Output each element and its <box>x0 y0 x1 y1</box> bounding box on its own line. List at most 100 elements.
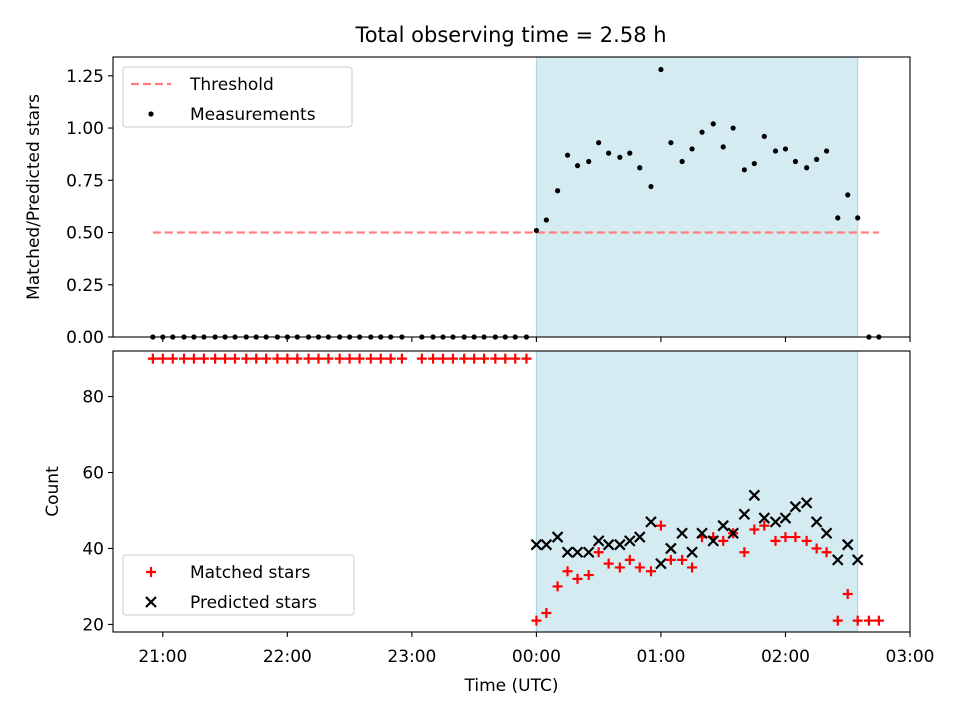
top-panel: 0.00 0.25 0.50 0.75 1.00 1.25 Matched/Predicte… <box>24 56 911 348</box>
x-tick-label: 23:00 <box>387 647 436 667</box>
matched-star-point <box>655 520 666 531</box>
matched-star-point <box>469 353 480 364</box>
matched-star-point <box>241 353 252 364</box>
predicted-star-point <box>561 546 574 559</box>
predicted-star-point <box>633 531 646 543</box>
matched-star-point <box>210 353 221 364</box>
matched-star-point <box>323 353 334 364</box>
matched-star-point <box>614 562 625 573</box>
predicted-star-point <box>614 538 626 551</box>
predicted-star-point <box>779 512 792 524</box>
predicted-star-point <box>530 538 543 551</box>
measurement-point <box>554 188 561 194</box>
measurement-point <box>782 146 789 152</box>
matched-star-point <box>459 353 470 364</box>
matched-star-point <box>438 353 449 364</box>
measurement-point <box>855 215 861 221</box>
measurement-point <box>710 121 716 127</box>
matched-star-point <box>521 353 532 364</box>
y-tick-label: 1.25 <box>66 67 104 87</box>
legend-label: Measurements <box>190 105 316 125</box>
y-axis-label: Count <box>43 466 63 517</box>
predicted-star-point <box>645 516 657 528</box>
plot-frame <box>112 350 911 633</box>
matched-star-point <box>811 543 822 554</box>
matched-star-point <box>593 547 604 558</box>
matched-star-point <box>292 353 303 364</box>
measurement-point <box>823 148 830 154</box>
matched-star-point <box>344 353 355 364</box>
measurement-point <box>814 156 820 162</box>
matched-star-point <box>178 353 189 364</box>
measurement-point <box>533 227 540 234</box>
y-tick-label: 60 <box>82 464 104 484</box>
legend: Threshold Measurements <box>122 66 353 128</box>
measurement-point <box>689 146 695 152</box>
predicted-star-point <box>571 546 584 559</box>
matched-star-point <box>665 554 676 565</box>
measurement-point <box>574 163 581 169</box>
measurement-point <box>617 154 623 160</box>
matched-star-point <box>220 353 231 364</box>
legend-matched-swatch <box>146 567 156 577</box>
y-tick-label: 1.00 <box>66 119 104 139</box>
predicted-star-point <box>789 500 802 513</box>
predicted-star-point <box>665 542 677 555</box>
matched-star-point <box>303 353 314 364</box>
y-tick-label: 80 <box>82 388 104 408</box>
predicted-star-point <box>686 546 698 559</box>
matched-star-point <box>282 353 293 364</box>
matched-star-point <box>188 353 199 364</box>
predicted-star-point <box>820 527 833 540</box>
matched-star-point <box>603 558 614 569</box>
matched-star-point <box>354 353 365 364</box>
matched-star-point <box>198 353 209 364</box>
matched-star-point <box>531 615 542 626</box>
predicted-star-point <box>738 508 751 521</box>
matched-star-point <box>780 532 791 543</box>
x-tick-label: 03:00 <box>886 647 935 667</box>
y-axis-label: Matched/Predicted stars <box>24 94 44 300</box>
matched-star-point <box>313 353 324 364</box>
matched-star-point <box>749 524 760 535</box>
y-tick-label: 40 <box>82 539 104 559</box>
matched-star-point <box>251 353 262 364</box>
measurement-point <box>606 150 612 156</box>
predicted-star-point <box>655 557 667 570</box>
predicted-star-point <box>602 538 615 551</box>
matched-star-point <box>821 547 832 558</box>
matched-star-point <box>634 562 645 573</box>
predicted-star-point <box>582 546 595 559</box>
matched-star-point <box>687 562 698 573</box>
predicted-star-point <box>551 531 564 543</box>
matched-star-point <box>863 615 874 626</box>
matched-star-point <box>416 353 427 364</box>
x-tick-label: 00:00 <box>512 647 561 667</box>
matched-star-point <box>562 566 573 577</box>
x-tick-label: 22:00 <box>263 647 312 667</box>
matched-star-point <box>759 520 770 531</box>
predicted-star-point <box>769 516 782 528</box>
x-tick-label: 02:00 <box>761 647 810 667</box>
matched-star-point <box>385 353 396 364</box>
measurement-point <box>741 167 747 173</box>
matched-star-point <box>718 535 729 546</box>
matched-star-point <box>739 547 750 558</box>
matched-star-point <box>428 353 439 364</box>
predicted-star-point <box>696 527 708 540</box>
matched-star-point <box>873 615 884 626</box>
predicted-star-point <box>841 538 854 551</box>
measurement-point <box>845 192 851 198</box>
x-axis-label: Time (UTC) <box>464 676 559 696</box>
matched-star-point <box>842 589 853 600</box>
predicted-star-point <box>810 516 823 528</box>
measurement-point <box>835 215 841 221</box>
matched-star-point <box>790 532 801 543</box>
measurement-point <box>543 217 549 223</box>
measurement-point <box>751 160 757 167</box>
matched-star-point <box>552 581 563 592</box>
y-tick-label: 20 <box>82 615 104 635</box>
matched-star-point <box>770 535 781 546</box>
x-tick-label: 01:00 <box>636 647 685 667</box>
